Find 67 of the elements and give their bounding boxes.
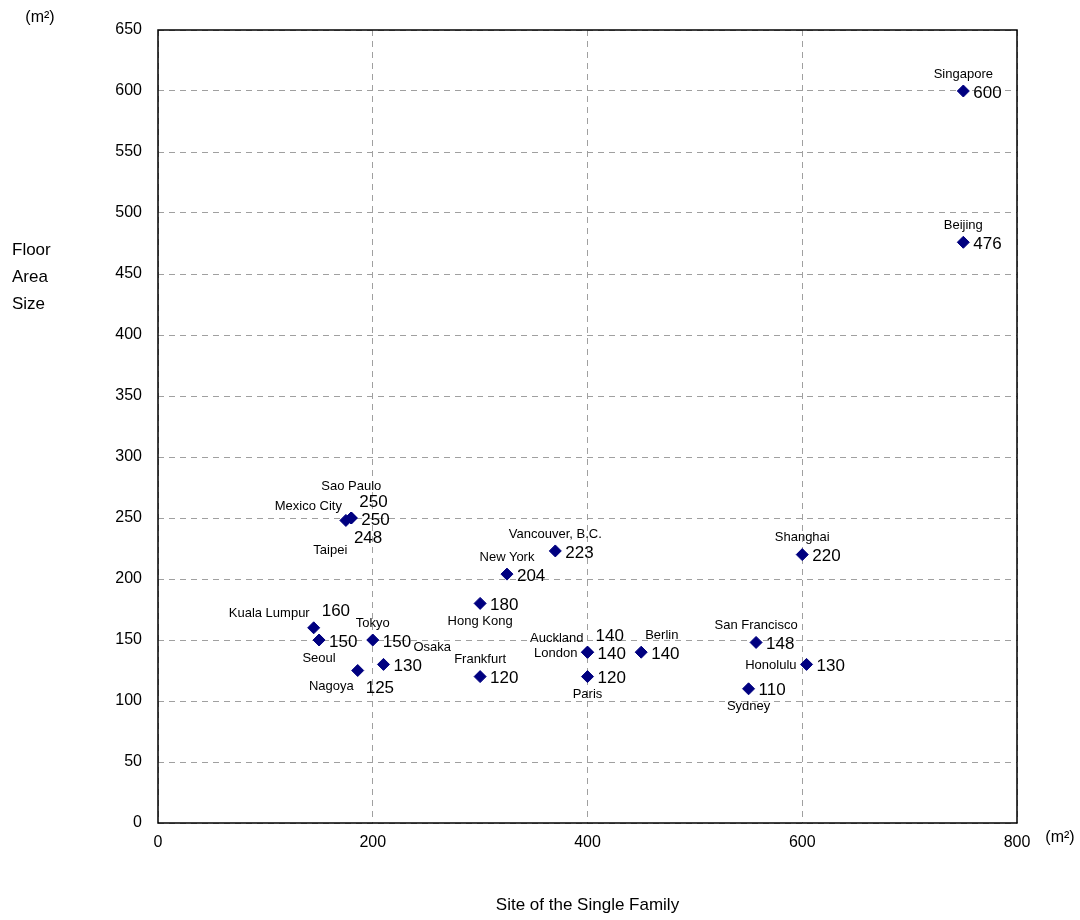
data-label: 140	[595, 625, 624, 645]
annotation: Vancouver, B.C.	[508, 525, 602, 541]
y-axis-title: Floor Area Size	[12, 239, 52, 313]
annotation: Frankfurt	[454, 651, 507, 667]
x-tick-label: 400	[574, 833, 601, 851]
annotation: Seoul	[302, 649, 336, 665]
annotation: London	[534, 644, 578, 660]
annotation: New York	[479, 548, 535, 564]
data-label: 140	[651, 643, 680, 663]
x-tick-label: 0	[153, 833, 163, 851]
data-label: 150	[329, 631, 358, 651]
data-label: 130	[816, 656, 845, 676]
annotation: Kuala Lumpur	[228, 605, 311, 621]
data-label: 125	[365, 678, 395, 698]
data-label: 140	[597, 643, 626, 663]
y-tick-label: 650	[115, 20, 143, 38]
y-tick-label: 150	[115, 630, 143, 648]
annotation: Shanghai	[774, 529, 830, 545]
annotation: Beijing	[943, 216, 983, 232]
y-tick-label: 550	[115, 142, 143, 160]
annotation: Tokyo	[355, 614, 390, 630]
data-label: 160	[321, 601, 351, 621]
x-tick-label: 600	[788, 833, 816, 851]
annotation: Sao Paulo	[321, 477, 382, 493]
data-label: 150	[382, 631, 412, 651]
data-label: 180	[490, 595, 519, 615]
data-label: 120	[597, 668, 626, 688]
annotation: Singapore	[933, 65, 993, 81]
annotation: Berlin	[645, 626, 679, 642]
annotation: Auckland	[530, 629, 584, 645]
y-tick-label: 0	[133, 813, 143, 831]
y-tick-label: 300	[115, 447, 143, 465]
data-label: 250	[361, 509, 390, 529]
data-label: 204	[516, 565, 546, 585]
x-tick-label: 200	[359, 833, 387, 851]
data-label: 220	[812, 546, 841, 566]
y-tick-label: 50	[124, 752, 143, 770]
annotation: San Francisco	[714, 617, 798, 633]
data-label: 223	[565, 542, 594, 562]
annotation: Paris	[572, 686, 603, 702]
text: (m²)	[25, 8, 55, 26]
annotation: Mexico City	[274, 498, 343, 514]
annotation: Osaka	[413, 638, 452, 654]
data-label: 130	[393, 656, 422, 676]
text: (m²)	[1045, 828, 1075, 846]
y-tick-label: 450	[115, 264, 143, 282]
data-label: 476	[973, 233, 1002, 253]
annotation: Nagoya	[308, 678, 355, 694]
annotation: Taipei	[313, 541, 348, 557]
annotation: Honolulu	[745, 656, 797, 672]
data-label: 110	[758, 680, 786, 700]
x-tick-label: 800	[1003, 833, 1031, 851]
y-tick-label: 500	[115, 203, 143, 221]
annotation: Sydney	[726, 698, 771, 714]
data-label: 600	[973, 82, 1002, 102]
annotation: Hong Kong	[447, 612, 513, 628]
y-tick-label: 400	[115, 325, 143, 343]
y-tick-label: 200	[115, 569, 143, 587]
y-tick-label: 350	[115, 386, 143, 404]
data-label: 120	[490, 668, 519, 688]
x-axis-title: Site of the Single Family	[495, 895, 680, 915]
y-tick-label: 600	[115, 81, 143, 99]
data-label: 248	[353, 528, 383, 548]
y-tick-label: 250	[115, 508, 143, 526]
y-tick-label: 100	[115, 691, 143, 709]
data-label: 250	[359, 491, 388, 511]
data-label: 148	[766, 634, 795, 654]
